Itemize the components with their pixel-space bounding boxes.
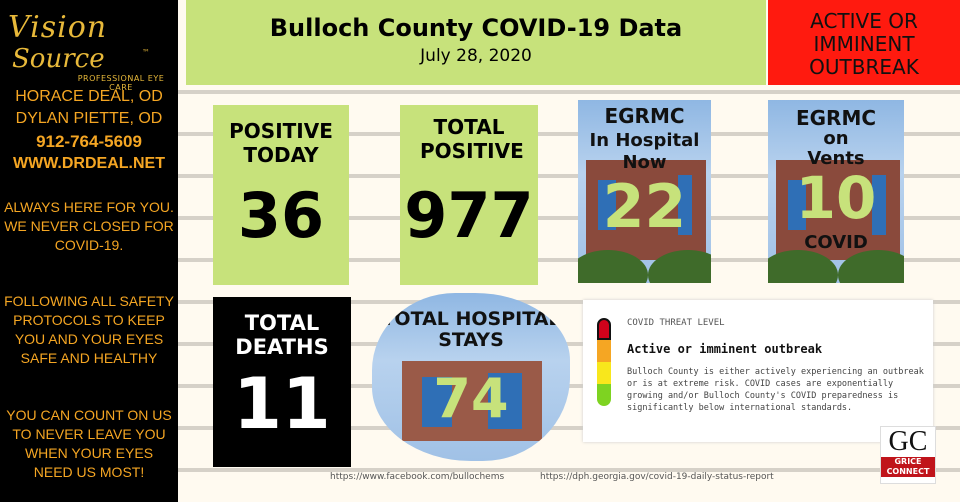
building-window <box>598 180 616 230</box>
tile-value: 977 <box>404 179 534 252</box>
grice-connect-logo: GC GRICE CONNECT <box>880 426 936 484</box>
logo-line2: Source <box>12 44 105 74</box>
tile-label: Now <box>622 152 667 173</box>
on-vents-tile: EGRMC on Vents 10 COVID <box>768 100 904 283</box>
tile-value: 22 <box>602 172 687 242</box>
in-hospital-tile: EGRMC In Hospital Now 22 <box>578 100 711 283</box>
stripe <box>178 426 960 430</box>
sidebar-message: YOU CAN COUNT ON US TO NEVER LEAVE YOU W… <box>6 407 172 480</box>
positive-today-tile: POSITIVE TODAY 36 <box>213 105 349 285</box>
tile-label: EGRMC <box>604 104 685 128</box>
stripe <box>178 468 960 472</box>
logo-tm: ™ <box>142 48 150 57</box>
tile-label: TOTAL HOSPITAL STAYS <box>381 308 561 351</box>
tile-label: on <box>823 128 849 149</box>
building-window <box>488 373 522 429</box>
threat-heading: Active or imminent outbreak <box>627 342 823 356</box>
building-window <box>788 180 806 230</box>
sidebar-message: FOLLOWING ALL SAFETY PROTOCOLS TO KEEP Y… <box>4 293 174 366</box>
meter-segment-orange <box>597 340 611 362</box>
doctor-name: DYLAN PIETTE, OD <box>15 110 163 127</box>
meter-segment-green <box>597 384 611 406</box>
tile-label: TOTAL DEATHS <box>235 311 329 359</box>
total-deaths-tile: TOTAL DEATHS 11 <box>213 297 351 467</box>
stripe <box>178 216 960 220</box>
page-title: Bulloch County COVID-19 Data <box>269 14 683 42</box>
dph-link[interactable]: https://dph.georgia.gov/covid-19-daily-s… <box>540 472 774 482</box>
logo-sub: PROFESSIONAL EYE CARE <box>77 74 165 92</box>
report-date: July 28, 2020 <box>420 46 532 66</box>
building-window <box>422 377 452 427</box>
tile-value: 36 <box>237 179 325 252</box>
tile-label: TOTAL POSITIVE <box>420 115 524 163</box>
website-link[interactable]: WWW.DRDEAL.NET <box>13 155 165 172</box>
phone-number: 912-764-5609 <box>36 132 142 151</box>
vision-source-logo: Vision Source ™ PROFESSIONAL EYE CARE <box>4 4 174 92</box>
stripe <box>178 132 960 136</box>
tile-value: 10 <box>795 164 877 232</box>
stripe <box>178 258 960 262</box>
threat-level-card: COVID THREAT LEVEL Active or imminent ou… <box>583 300 933 442</box>
stripe <box>178 174 960 178</box>
threat-level-label: COVID THREAT LEVEL <box>627 318 725 328</box>
tile-value: 11 <box>233 363 331 445</box>
tile-label: Vents <box>807 148 865 169</box>
meter-segment-red <box>597 318 611 340</box>
gc-monogram: GC <box>888 426 928 457</box>
tile-label: EGRMC <box>795 106 877 130</box>
sidebar-ad: Vision Source ™ PROFESSIONAL EYE CARE HO… <box>0 0 178 502</box>
header-banner: Bulloch County COVID-19 Data July 28, 20… <box>186 0 766 85</box>
meter-segment-yellow <box>597 362 611 384</box>
logo-line1: Vision <box>8 10 108 45</box>
status-badge: ACTIVE OR IMMINENT OUTBREAK <box>768 0 960 85</box>
tile-label: POSITIVE TODAY <box>229 119 333 167</box>
building-window <box>678 175 692 235</box>
threat-description: Bulloch County is either actively experi… <box>627 367 924 413</box>
threat-meter <box>597 318 611 406</box>
hospital-stays-badge: TOTAL HOSPITAL STAYS 74 <box>372 293 570 461</box>
tile-value: 74 <box>433 367 509 430</box>
gc-name: CONNECT <box>881 467 935 477</box>
facebook-link[interactable]: https://www.facebook.com/bullochems <box>330 472 505 482</box>
stripe <box>178 342 960 346</box>
tile-sublabel: COVID <box>804 232 868 253</box>
stripe <box>178 300 960 304</box>
sidebar-message: ALWAYS HERE FOR YOU. WE NEVER CLOSED FOR… <box>4 199 174 253</box>
doctor-name: HORACE DEAL, OD <box>15 88 163 105</box>
stripe <box>178 90 960 94</box>
building-window <box>872 175 886 235</box>
gc-name: GRICE <box>881 457 935 467</box>
total-positive-tile: TOTAL POSITIVE 977 <box>400 105 538 285</box>
tile-label: In Hospital <box>589 130 700 151</box>
